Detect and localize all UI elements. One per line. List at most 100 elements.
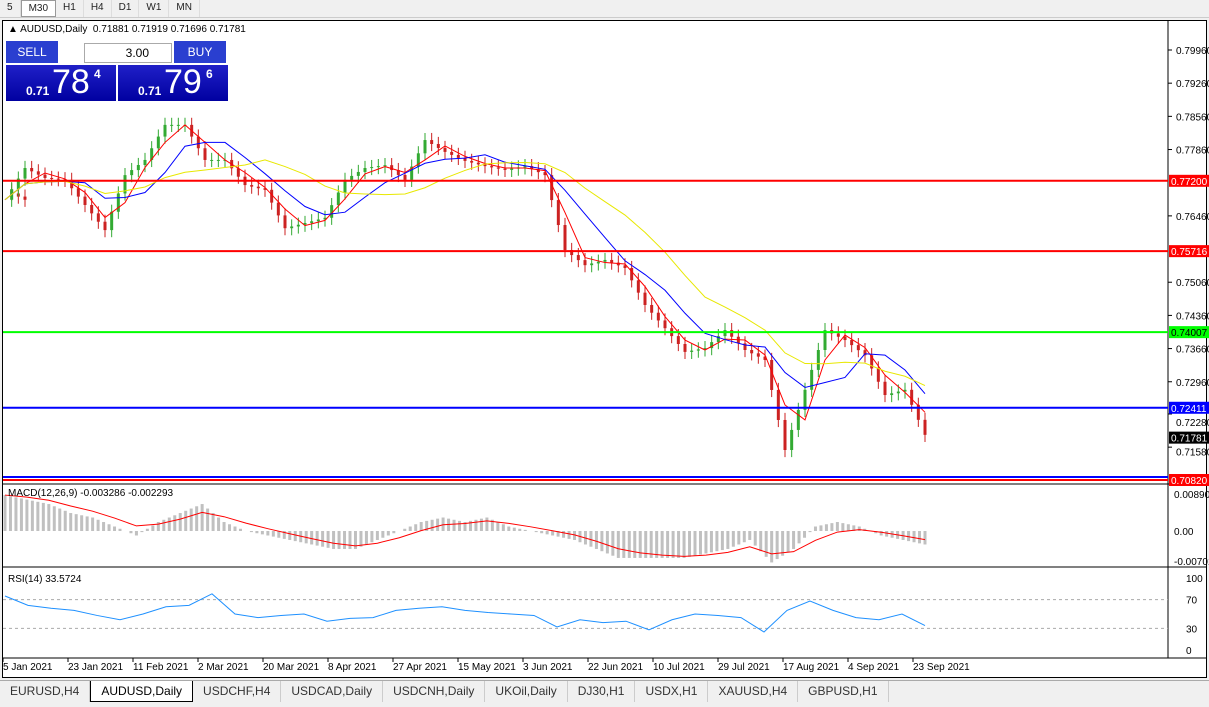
chart-tab[interactable]: XAUUSD,H4 <box>708 681 799 702</box>
candle-body <box>276 202 280 216</box>
candle-body <box>303 222 307 225</box>
ma-mid-line <box>4 141 926 395</box>
candle-body <box>523 166 527 168</box>
candle-body <box>823 330 827 350</box>
chart-tab[interactable]: GBPUSD,H1 <box>798 681 889 702</box>
candle-body <box>856 345 860 351</box>
date-tick-label: 4 Sep 2021 <box>848 662 900 673</box>
buy-button[interactable]: BUY <box>174 41 226 63</box>
candle-body <box>210 159 214 161</box>
timeframe-toolbar: 5 M30 H1 H4 D1 W1 MN <box>0 0 1209 18</box>
candle-body <box>176 124 180 126</box>
chart-tab[interactable]: USDX,H1 <box>635 681 709 702</box>
candle-body <box>36 171 40 175</box>
candle-body <box>896 391 900 394</box>
candle-body <box>703 348 707 350</box>
candle-body <box>576 255 580 261</box>
timeframe-5[interactable]: 5 <box>0 0 21 17</box>
macd-tick-label: 0.00 <box>1174 527 1194 538</box>
candle-body <box>730 330 734 337</box>
candle-body <box>376 166 380 168</box>
candle-body <box>410 166 414 180</box>
candle-body <box>330 205 334 218</box>
date-tick-label: 10 Jul 2021 <box>653 662 705 673</box>
timeframe-M30[interactable]: M30 <box>20 0 57 17</box>
candle-body <box>170 124 174 126</box>
candle-body <box>770 359 774 390</box>
chart-header: ▲ AUDUSD,Daily 0.71881 0.71919 0.71696 0… <box>8 24 246 35</box>
timeframe-D1[interactable]: D1 <box>112 0 140 17</box>
chart-tab[interactable]: USDCNH,Daily <box>383 681 486 702</box>
chart-tab[interactable]: AUDUSD,Daily <box>90 681 194 702</box>
candle-body <box>350 175 354 180</box>
candle-body <box>436 143 440 148</box>
chart-tab[interactable]: UKOil,Daily <box>485 681 568 702</box>
candle-body <box>250 185 254 187</box>
date-tick-label: 15 May 2021 <box>458 662 516 673</box>
macd-signal-line <box>4 494 926 557</box>
price-label-bg <box>1169 474 1209 486</box>
candle-body <box>290 226 294 229</box>
timeframe-W1[interactable]: W1 <box>139 0 170 17</box>
candle-body <box>756 353 760 357</box>
timeframe-H4[interactable]: H4 <box>84 0 112 17</box>
candle-body <box>776 389 780 420</box>
candle-body <box>136 165 140 171</box>
rsi-line <box>4 593 926 633</box>
buy-price[interactable]: 0.71 79 6 <box>118 63 228 101</box>
horizontal-line-price: 0.70820 <box>1171 476 1208 487</box>
candle-body <box>790 429 794 450</box>
candle-body <box>283 215 287 229</box>
date-tick-label: 3 Jun 2021 <box>523 662 573 673</box>
candle-body <box>696 349 700 351</box>
candle-body <box>296 224 300 227</box>
candle-body <box>236 168 240 177</box>
chart-window[interactable] <box>2 20 1207 678</box>
date-tick-label: 23 Sep 2021 <box>913 662 970 673</box>
candle-body <box>363 168 367 172</box>
price-tick-label: 0.71580 <box>1176 448 1209 459</box>
candle-body <box>310 221 314 223</box>
macd-title: MACD(12,26,9) -0.003286 -0.002293 <box>8 488 174 499</box>
candle-body <box>490 166 494 168</box>
candle-body <box>796 409 800 430</box>
candle-body <box>16 178 20 190</box>
candle-body <box>356 171 360 176</box>
candle-body <box>883 381 887 396</box>
rsi-tick-label: 100 <box>1186 574 1203 585</box>
candle-body <box>216 159 220 161</box>
sell-price[interactable]: 0.71 78 4 <box>6 63 116 101</box>
price-tick-label: 0.72960 <box>1176 378 1209 389</box>
timeframe-MN[interactable]: MN <box>169 0 200 17</box>
current-price-label: 0.71781 <box>1171 434 1208 445</box>
rsi-tick-label: 30 <box>1186 624 1198 635</box>
chart-tab[interactable]: USDCAD,Daily <box>281 681 384 702</box>
chart-tabs: EURUSD,H4 AUDUSD,Daily USDCHF,H4 USDCAD,Dai… <box>0 680 1209 702</box>
candle-body <box>903 389 907 392</box>
chart-canvas[interactable]: 0.79960 0.79260 0.78560 0.77860 0.76460 0.750… <box>0 0 1209 680</box>
candle-body <box>496 167 500 169</box>
candle-body <box>803 389 807 410</box>
rsi-tick-label: 0 <box>1186 646 1192 657</box>
candle-body <box>716 336 720 343</box>
candle-body <box>96 213 100 222</box>
chart-tab[interactable]: EURUSD,H4 <box>0 681 91 702</box>
candle-body <box>203 148 207 160</box>
chart-tab[interactable]: DJ30,H1 <box>568 681 636 702</box>
current-price-bg <box>1169 431 1209 444</box>
chart-tab[interactable]: USDCHF,H4 <box>193 681 282 702</box>
candle-body <box>163 124 167 137</box>
timeframe-H1[interactable]: H1 <box>56 0 84 17</box>
candle-body <box>630 268 634 281</box>
candle-body <box>850 340 854 346</box>
candle-body <box>563 225 567 250</box>
lot-size-input[interactable]: 3.00 <box>84 43 172 63</box>
horizontal-line-price: 0.77200 <box>1171 177 1208 188</box>
candle-body <box>323 217 327 220</box>
candle-body <box>423 140 427 154</box>
candle-body <box>316 219 320 222</box>
candle-body <box>263 188 267 190</box>
candle-body <box>116 193 120 212</box>
sell-button[interactable]: SELL <box>6 41 58 63</box>
candle-body <box>683 343 687 352</box>
